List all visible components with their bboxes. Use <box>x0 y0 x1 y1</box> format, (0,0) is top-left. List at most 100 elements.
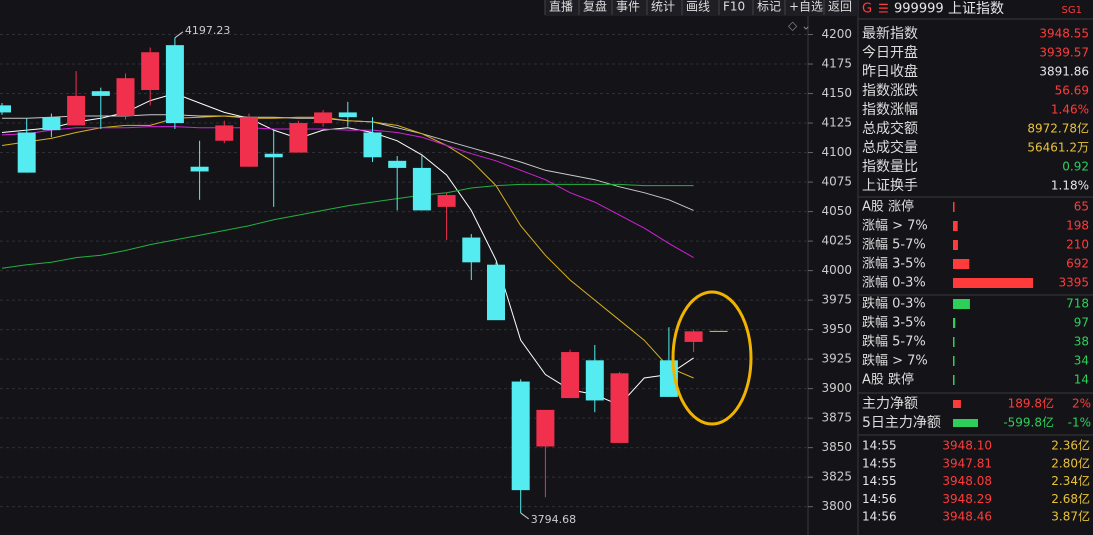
y-tick-label: 4000 <box>821 263 852 277</box>
breadth-label: 跌幅 5-7% <box>862 334 926 350</box>
candle-body <box>388 160 407 168</box>
breadth-bar <box>953 375 955 385</box>
candle-body <box>42 117 61 131</box>
candle-body <box>462 237 481 263</box>
trade-amount: 2.34亿 <box>1051 473 1090 488</box>
annotation: 3794.68 <box>531 513 577 526</box>
trade-time: 14:55 <box>862 439 897 453</box>
candle-body <box>338 112 357 118</box>
y-tick-label: 3975 <box>821 293 852 307</box>
trade-time: 14:55 <box>862 474 897 488</box>
toolbar-button[interactable]: +自选 <box>789 0 823 14</box>
breadth-bar <box>953 221 958 231</box>
breadth-bar <box>953 337 955 347</box>
quote-value: 8972.78亿 <box>1027 121 1089 136</box>
stock-code: 999999 <box>894 2 944 17</box>
toolbar-button[interactable]: 统计 <box>651 0 675 14</box>
annotation-line <box>520 512 529 520</box>
quote-label: 最新指数 <box>862 26 918 42</box>
quote-value: 56461.2万 <box>1027 141 1089 155</box>
candle-body <box>240 117 258 167</box>
breadth-value: 718 <box>1066 297 1089 311</box>
candle-body <box>141 52 160 91</box>
breadth-label: 跌幅 3-5% <box>862 315 926 331</box>
candle-body <box>91 91 110 96</box>
breadth-bar <box>953 278 1033 288</box>
breadth-value: 692 <box>1066 257 1089 271</box>
candle-body <box>487 264 505 321</box>
trade-time: 14:56 <box>862 510 897 524</box>
flow-value: 189.8亿 <box>1008 396 1054 411</box>
candle-body <box>289 123 308 153</box>
y-tick-label: 3825 <box>821 470 852 484</box>
y-tick-label: 4050 <box>821 204 852 218</box>
trade-time: 14:56 <box>862 492 897 506</box>
toolbar-button[interactable]: 事件 <box>616 0 640 14</box>
breadth-value: 3395 <box>1058 276 1089 290</box>
breadth-label: 涨幅 0-3% <box>862 276 926 291</box>
quote-value: 56.69 <box>1055 84 1089 98</box>
toolbar-button[interactable]: 标记 <box>757 0 781 14</box>
breadth-label: A股 跌停 <box>862 372 914 388</box>
trade-price: 3948.08 <box>942 474 992 488</box>
breadth-value: 38 <box>1074 335 1089 349</box>
icon: ◇ ⌄ <box>788 19 811 33</box>
breadth-value: 34 <box>1074 354 1089 368</box>
candle-body <box>561 352 580 399</box>
annotation: 4197.23 <box>185 24 231 37</box>
toolbar-button[interactable]: F10 <box>723 0 745 14</box>
breadth-label: 涨幅 5-7% <box>862 238 926 253</box>
flow-bar <box>953 419 978 427</box>
breadth-bar <box>953 356 955 366</box>
annotation-line <box>174 31 184 39</box>
flow-label: 主力净额 <box>862 396 918 412</box>
quote-label: 指数量比 <box>862 159 918 175</box>
y-tick-label: 4150 <box>821 86 852 100</box>
y-tick-label: 4075 <box>821 175 852 189</box>
quote-label: 总成交额 <box>862 120 918 137</box>
candle-body <box>116 78 135 116</box>
flow-pct: -1% <box>1068 416 1091 430</box>
toolbar-button[interactable]: 复盘 <box>583 0 607 14</box>
quote-value: 3939.57 <box>1039 46 1089 60</box>
quote-label: 指数涨跌 <box>862 83 918 99</box>
y-tick-label: 4100 <box>821 145 852 159</box>
candle-body <box>0 105 11 113</box>
breadth-value: 210 <box>1066 238 1089 252</box>
trade-amount: 2.36亿 <box>1051 438 1090 453</box>
quote-value: 3891.86 <box>1039 65 1089 79</box>
flow-value: -599.8亿 <box>1003 415 1054 430</box>
trade-amount: 2.80亿 <box>1051 455 1090 470</box>
logo: G <box>862 2 872 17</box>
breadth-value: 97 <box>1074 316 1089 330</box>
quote-label: 昨日收盘 <box>862 63 918 80</box>
candle-body <box>17 132 36 173</box>
y-tick-label: 3850 <box>821 440 852 454</box>
badge: SG1 <box>1062 5 1082 16</box>
toolbar-button[interactable]: 直播 <box>549 0 573 14</box>
quote-value: 1.46% <box>1051 103 1089 117</box>
breadth-bar <box>953 318 956 328</box>
quote-label: 上证换手 <box>862 177 918 194</box>
candle-body <box>412 167 431 211</box>
trade-amount: 3.87亿 <box>1051 509 1090 524</box>
y-tick-label: 4125 <box>821 116 852 130</box>
candle-body <box>684 331 703 342</box>
y-tick-label: 4200 <box>821 27 852 41</box>
toolbar-button[interactable]: 画线 <box>686 0 710 14</box>
flow-label: 5日主力净额 <box>862 415 941 431</box>
quote-label: 总成交量 <box>862 139 918 156</box>
y-tick-label: 4175 <box>821 57 852 71</box>
candle-body <box>264 153 283 158</box>
candle-body <box>585 360 604 401</box>
candle-body <box>363 132 382 158</box>
trade-price: 3948.46 <box>942 510 992 524</box>
ma-line <box>1 183 694 269</box>
breadth-label: 涨幅 3-5% <box>862 257 926 272</box>
candle-body <box>511 381 530 491</box>
toolbar-button[interactable]: 返回 <box>828 0 852 14</box>
quote-value: 0.92 <box>1062 160 1089 174</box>
ma-line <box>1 126 694 259</box>
